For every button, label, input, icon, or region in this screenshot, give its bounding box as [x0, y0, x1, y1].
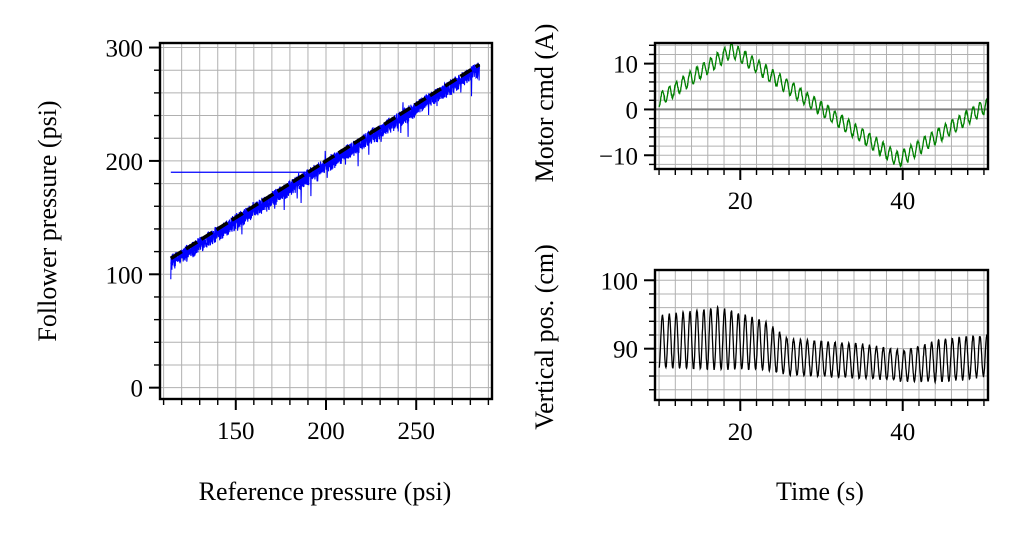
scatter-panel: 150 200 250 0 100 200 300 Reference pressure (… [33, 36, 494, 506]
position-y-axis-label: Vertical pos. (cm) [530, 244, 559, 430]
motor-y-tick-label: 10 [613, 52, 638, 79]
position-x-tick-label: 20 [728, 419, 753, 446]
scatter-x-tick-label: 250 [397, 418, 435, 445]
scatter-grid [160, 43, 492, 399]
scatter-y-tick-label: 100 [106, 262, 144, 289]
scatter-x-axis-label: Reference pressure (psi) [199, 477, 452, 506]
position-y-tick-label: 90 [613, 337, 638, 364]
scatter-y-tick-label: 200 [106, 149, 144, 176]
motor-series [655, 43, 988, 169]
motor-y-tick-label: −10 [599, 143, 638, 170]
scatter-series-reference [169, 63, 481, 260]
position-ticks: 20 40 90 100 [601, 268, 985, 446]
scatter-x-tick-label: 150 [217, 418, 255, 445]
motor-y-tick-label: 0 [626, 97, 639, 124]
scatter-y-tick-label: 0 [131, 376, 144, 403]
scatter-y-tick-label: 300 [106, 36, 144, 63]
scatter-ticks: 150 200 250 0 100 200 300 [106, 36, 490, 445]
scatter-x-tick-label: 200 [307, 418, 345, 445]
scatter-y-axis-label: Follower pressure (psi) [33, 100, 62, 341]
motor-x-tick-label: 40 [890, 188, 915, 215]
position-series-vertical [658, 304, 988, 385]
position-panel: 20 40 90 100 Time (s) Vertical pos. (cm) [530, 244, 990, 506]
position-y-tick-label: 100 [601, 268, 639, 295]
position-x-axis-label: Time (s) [776, 477, 864, 506]
position-series [658, 304, 988, 385]
motor-y-axis-label: Motor cmd (A) [530, 24, 559, 183]
motor-series-command [658, 43, 988, 169]
scatter-series-follower [170, 63, 480, 280]
position-x-tick-label: 40 [890, 419, 915, 446]
scatter-series-follower-band [170, 62, 480, 267]
motor-x-tick-label: 20 [728, 188, 753, 215]
motor-ticks: 20 40 −10 0 10 [599, 44, 985, 215]
scatter-series [169, 62, 481, 280]
motor-panel: 20 40 −10 0 10 Motor cmd (A) [530, 24, 990, 215]
